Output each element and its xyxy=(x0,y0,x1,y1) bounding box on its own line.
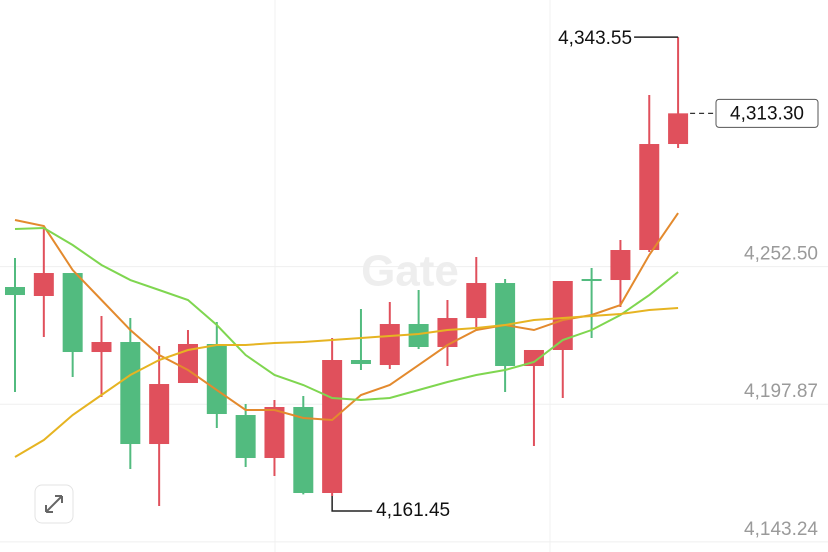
candle-body xyxy=(408,324,429,348)
candle-body xyxy=(552,281,573,350)
expand-button[interactable] xyxy=(34,484,74,524)
candle-body xyxy=(5,286,25,296)
low-label: 4,161.45 xyxy=(376,500,450,521)
candle-body xyxy=(322,360,343,494)
candle-body xyxy=(62,273,83,353)
moving-average-line xyxy=(14,212,679,422)
candle-body xyxy=(581,279,602,282)
y-tick-label: 4,252.50 xyxy=(744,244,818,265)
candle-body xyxy=(91,342,112,353)
moving-average-line xyxy=(14,226,679,401)
expand-icon[interactable] xyxy=(45,495,63,513)
candle-body xyxy=(149,384,170,445)
candle-body xyxy=(437,318,458,348)
candle-body xyxy=(610,250,631,281)
candle-body xyxy=(235,415,256,459)
candle-body xyxy=(120,342,141,445)
last-price-box xyxy=(715,98,819,128)
candle-body xyxy=(523,349,544,367)
candle-body xyxy=(639,144,660,251)
last-price-label: 4,313.30 xyxy=(730,103,804,124)
grid: 4,252.50 4,197.87 4,143.24 xyxy=(0,244,828,543)
y-tick-label: 4,143.24 xyxy=(744,519,818,540)
candle-body xyxy=(668,113,689,145)
plot-area: 4,343.55 4,161.45 4,313.30 xyxy=(5,28,819,521)
candle-body xyxy=(466,283,487,319)
candle-body xyxy=(206,344,227,415)
candle-body xyxy=(350,360,371,365)
low-leader xyxy=(331,496,373,512)
high-label: 4,343.55 xyxy=(558,28,632,49)
candle-body xyxy=(379,324,400,366)
y-tick-label: 4,197.87 xyxy=(744,381,818,402)
moving-average-line xyxy=(14,307,679,458)
candle-body xyxy=(293,407,314,494)
candle-body xyxy=(33,273,54,296)
candle-body xyxy=(264,407,285,459)
watermark: Gate xyxy=(361,247,459,296)
